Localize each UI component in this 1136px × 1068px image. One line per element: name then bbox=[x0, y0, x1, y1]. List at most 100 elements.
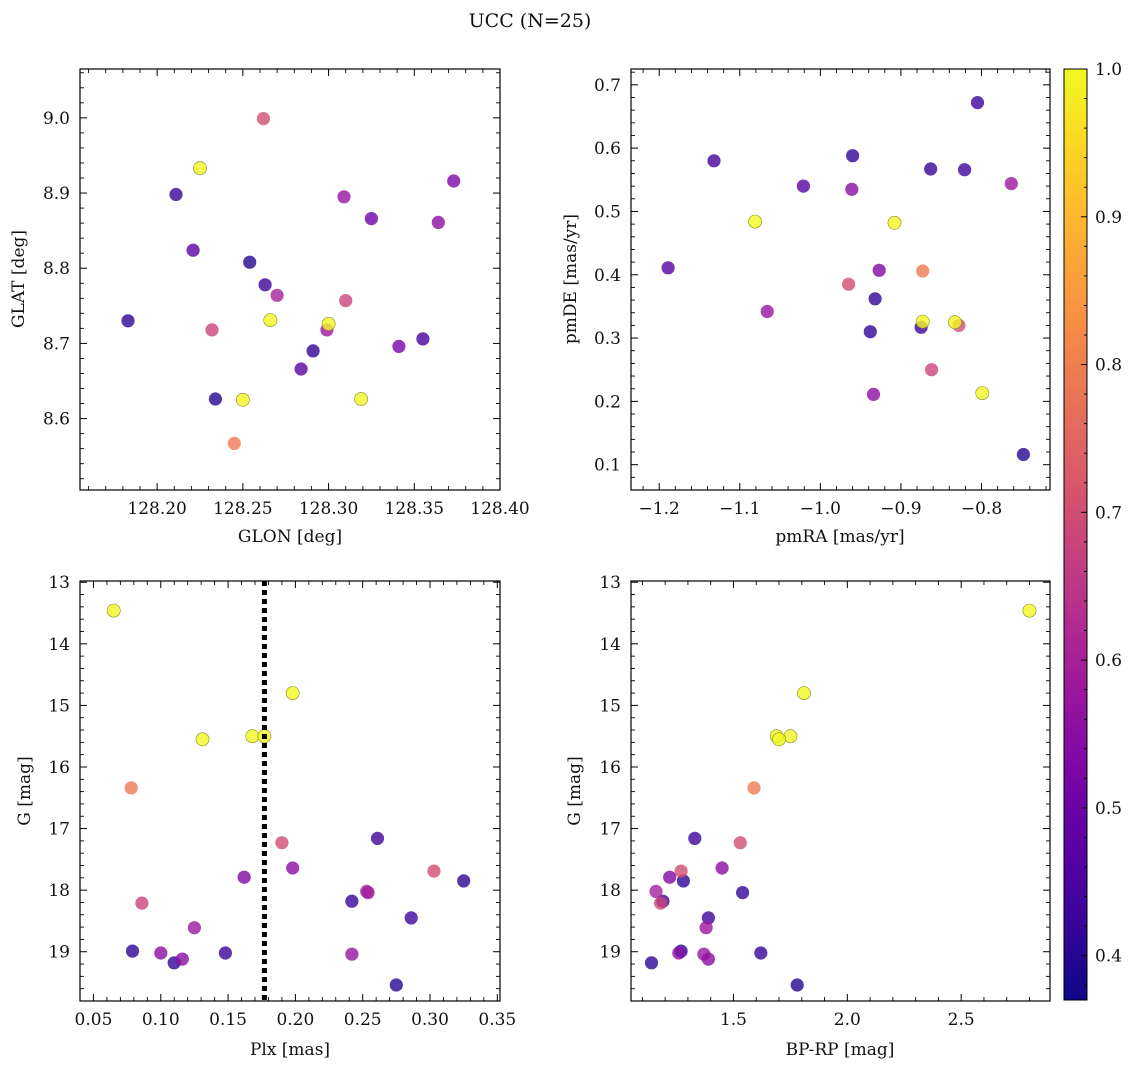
y-tick-label: 15 bbox=[599, 696, 621, 716]
x-tick-label: 2.5 bbox=[948, 1010, 975, 1030]
colorbar: 0.4 0.5 0.6 0.7 0.8 0.9 1.0 bbox=[1063, 60, 1122, 1001]
data-point bbox=[416, 332, 430, 346]
data-point bbox=[872, 263, 886, 277]
x-axis-label-glon: GLON [deg] bbox=[238, 527, 342, 547]
y-tick-label: 17 bbox=[48, 820, 70, 840]
x-axis-label-plx: Plx [mas] bbox=[250, 1040, 330, 1060]
data-point bbox=[1022, 603, 1037, 618]
data-point bbox=[916, 264, 930, 278]
data-point bbox=[975, 386, 990, 400]
data-point bbox=[866, 387, 881, 401]
data-point bbox=[243, 255, 257, 269]
y-tick-label: 18 bbox=[48, 881, 70, 901]
data-point bbox=[345, 947, 359, 961]
data-point bbox=[654, 896, 668, 910]
x-tick-label: −1.1 bbox=[719, 499, 760, 519]
data-point bbox=[124, 781, 138, 795]
data-point bbox=[404, 911, 418, 925]
data-point bbox=[205, 323, 219, 337]
data-point bbox=[868, 292, 882, 306]
data-point bbox=[1016, 447, 1030, 462]
data-point bbox=[263, 313, 278, 327]
data-point bbox=[772, 732, 786, 747]
x-tick-label: 0.25 bbox=[344, 1010, 382, 1030]
data-point bbox=[915, 314, 930, 329]
data-point bbox=[672, 946, 686, 960]
y-tick-label: 0.3 bbox=[594, 329, 621, 349]
data-point bbox=[154, 946, 168, 960]
data-point bbox=[345, 894, 359, 908]
data-point bbox=[169, 187, 183, 202]
data-point bbox=[447, 174, 461, 188]
colorbar-tick-label: 0.5 bbox=[1095, 799, 1122, 819]
colorbar-tick-label: 0.9 bbox=[1095, 208, 1122, 228]
panel-glon-glat: GLON [deg] GLAT [deg] 128.20 128.25 128.30… bbox=[9, 68, 530, 547]
data-point bbox=[649, 884, 663, 899]
x-tick-label: 0.20 bbox=[276, 1010, 314, 1030]
data-point bbox=[924, 162, 938, 176]
data-point bbox=[431, 215, 445, 229]
data-point bbox=[796, 179, 811, 193]
data-point bbox=[845, 182, 859, 196]
data-point bbox=[644, 956, 659, 970]
axes-frame bbox=[630, 68, 1051, 491]
data-point bbox=[370, 831, 385, 846]
data-point bbox=[427, 864, 441, 878]
y-tick-label: 19 bbox=[48, 943, 70, 963]
x-tick-label: 128.35 bbox=[385, 499, 444, 519]
data-point bbox=[842, 277, 856, 291]
data-point bbox=[389, 978, 403, 992]
data-point bbox=[783, 729, 798, 744]
data-point bbox=[707, 154, 721, 168]
y-tick-label: 8.7 bbox=[43, 334, 70, 354]
data-point bbox=[306, 344, 320, 358]
data-point bbox=[748, 214, 762, 229]
data-point bbox=[958, 163, 972, 177]
y-tick-label: 17 bbox=[599, 820, 621, 840]
colorbar-tick-label: 0.7 bbox=[1095, 503, 1122, 523]
y-axis-label-g-right: G [mag] bbox=[565, 756, 585, 825]
colorbar-tick-label: 0.8 bbox=[1095, 356, 1122, 376]
data-point bbox=[187, 921, 201, 935]
y-tick-label: 13 bbox=[599, 573, 621, 593]
x-axis-label-pmra: pmRA [mas/yr] bbox=[775, 527, 904, 547]
x-tick-label: 0.15 bbox=[209, 1010, 247, 1030]
data-point bbox=[285, 686, 300, 700]
data-point bbox=[121, 314, 135, 328]
y-tick-label: 14 bbox=[48, 635, 70, 655]
x-tick-label: 128.30 bbox=[299, 499, 358, 519]
data-point bbox=[661, 261, 675, 275]
data-point bbox=[218, 946, 232, 960]
y-tick-label: 8.6 bbox=[43, 410, 70, 430]
data-point bbox=[208, 392, 222, 406]
x-tick-label: 2.0 bbox=[834, 1010, 861, 1030]
y-tick-label: 14 bbox=[599, 635, 621, 655]
data-point bbox=[125, 944, 140, 958]
data-point bbox=[360, 884, 374, 899]
data-point bbox=[186, 243, 200, 257]
colorbar-gradient bbox=[1063, 68, 1088, 1001]
y-tick-label: 0.2 bbox=[594, 392, 621, 412]
x-tick-label: −1.0 bbox=[800, 499, 841, 519]
y-tick-label: 0.7 bbox=[594, 76, 621, 96]
data-point bbox=[245, 729, 260, 744]
data-point bbox=[863, 325, 877, 339]
data-point bbox=[106, 603, 121, 618]
data-point bbox=[354, 392, 368, 406]
y-tick-label: 16 bbox=[599, 758, 621, 778]
data-point bbox=[275, 836, 289, 850]
x-tick-label: −0.8 bbox=[961, 499, 1002, 519]
data-point bbox=[135, 896, 149, 910]
data-point bbox=[790, 978, 804, 992]
panel-plx-g: Plx [mas] G [mag] 0.05 0.10 0.15 0.20 0.25 0.… bbox=[15, 573, 516, 1060]
axes-frame bbox=[630, 580, 1051, 1002]
data-point bbox=[970, 96, 985, 110]
y-tick-label: 0.1 bbox=[594, 456, 621, 476]
data-point bbox=[457, 874, 471, 888]
colorbar-tick-label: 0.6 bbox=[1095, 651, 1122, 671]
y-tick-label: 8.8 bbox=[43, 259, 70, 279]
data-point bbox=[925, 363, 939, 377]
panel-bprp-g: BP-RP [mag] G [mag] 1.5 2.0 2.5 13 14 15 16 17 1… bbox=[565, 573, 1051, 1060]
data-point bbox=[392, 339, 406, 353]
axes-frame bbox=[79, 68, 501, 491]
